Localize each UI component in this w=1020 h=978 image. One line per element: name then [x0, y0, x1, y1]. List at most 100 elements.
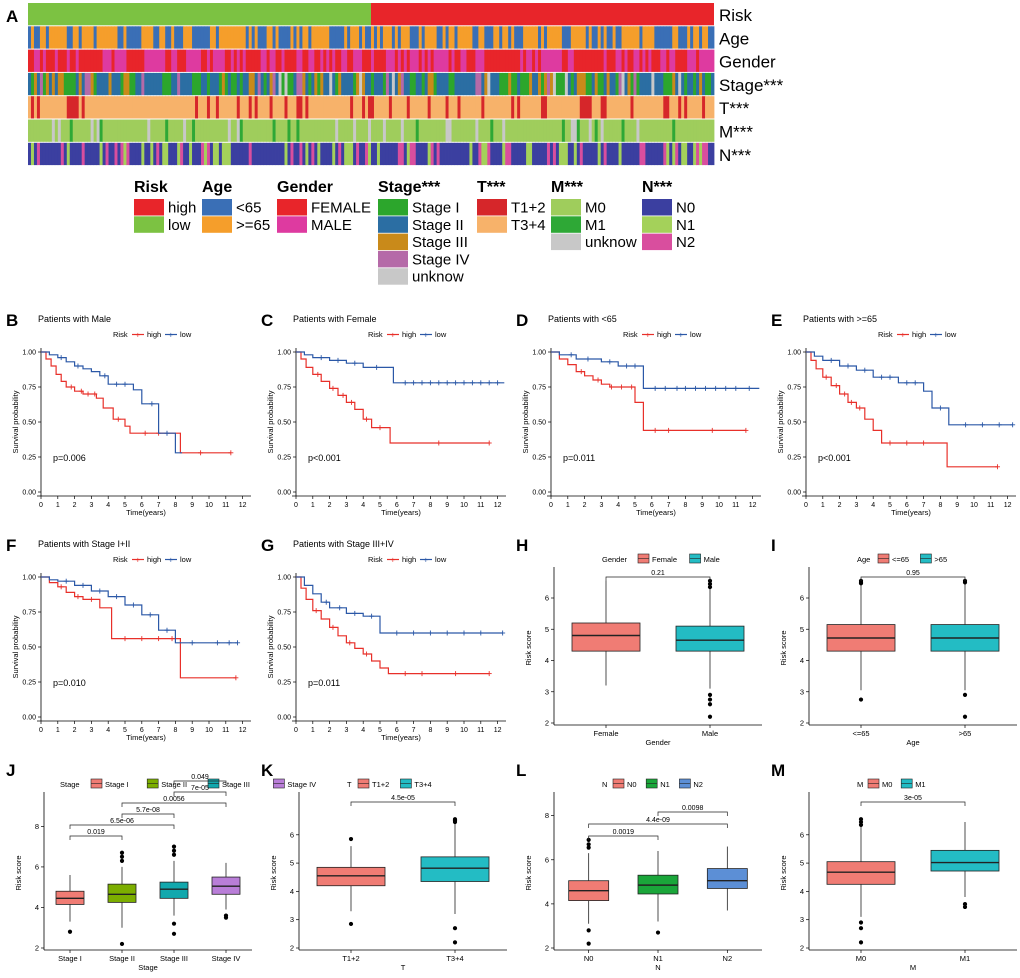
heatmap-cell — [120, 119, 124, 142]
heatmap-cell — [371, 72, 375, 96]
heatmap-cell — [654, 49, 658, 72]
y-tick-label: 2 — [800, 719, 804, 728]
outlier-point — [858, 581, 864, 586]
heatmap-cell — [478, 72, 482, 96]
heatmap-cell — [487, 119, 491, 142]
heatmap-cell — [242, 49, 247, 72]
heatmap-cell — [290, 49, 294, 72]
heatmap-cell — [99, 142, 103, 166]
heatmap-cell — [365, 26, 369, 49]
heatmap-cell — [236, 96, 241, 119]
heatmap-cell — [514, 72, 518, 96]
heatmap-cell — [233, 72, 238, 96]
heatmap-cell — [230, 119, 235, 142]
heatmap-cell — [379, 96, 384, 119]
heatmap-cell — [552, 26, 557, 49]
heatmap-cell — [400, 96, 405, 119]
heatmap-cell — [147, 49, 151, 72]
heatmap-cell — [260, 26, 265, 49]
heatmap-cell — [203, 119, 208, 142]
legend-high-label: high — [147, 555, 161, 564]
heatmap-cell — [469, 49, 473, 72]
heatmap-cell — [356, 119, 360, 142]
heatmap-cell — [436, 49, 440, 72]
comparison-bracket — [173, 780, 227, 785]
panel-letter: H — [516, 536, 528, 555]
heatmap-cell — [239, 49, 244, 72]
heatmap-cell — [570, 49, 575, 72]
heatmap-cell — [594, 96, 599, 119]
heatmap-cell — [293, 26, 297, 49]
heatmap-cell — [341, 119, 345, 142]
heatmap-cell — [591, 49, 596, 72]
heatmap-cell — [123, 96, 127, 119]
heatmap-cell — [78, 119, 83, 142]
heatmap-cell — [657, 119, 661, 142]
heatmap-cell — [567, 96, 572, 119]
heatmap-cell — [687, 49, 691, 72]
heatmap-cell — [341, 142, 345, 166]
heatmap-cell — [248, 72, 253, 96]
heatmap-legend: RiskhighlowAge<65>=65GenderFEMALEMALESta… — [134, 179, 695, 286]
heatmap-cell — [359, 119, 363, 142]
legend-swatch — [477, 216, 507, 233]
heatmap-cell — [538, 119, 542, 142]
heatmap-cell — [335, 119, 339, 142]
heatmap-cell — [615, 26, 619, 49]
legend-title: M — [857, 780, 863, 789]
heatmap-cell — [99, 26, 103, 49]
heatmap-cell — [412, 142, 417, 166]
heatmap-cell — [618, 119, 622, 142]
heatmap-cell — [582, 26, 587, 49]
y-tick-label: 4 — [35, 903, 39, 912]
heatmap-cell — [356, 142, 360, 166]
heatmap-cell — [466, 72, 470, 96]
heatmap-cell — [54, 119, 59, 142]
heatmap-cell — [329, 96, 333, 119]
heatmap-cell — [585, 119, 590, 142]
heatmap-cell — [57, 49, 62, 72]
heatmap-cell — [433, 72, 438, 96]
heatmap-cell — [532, 96, 536, 119]
heatmap-cell — [538, 142, 542, 166]
heatmap-cell — [588, 96, 593, 119]
heatmap-cell — [257, 96, 262, 119]
heatmap-cell — [177, 26, 181, 49]
heatmap-cell — [314, 49, 318, 72]
heatmap-cell — [388, 72, 393, 96]
heatmap-cell — [206, 49, 211, 72]
heatmap-cell — [666, 72, 670, 96]
y-tick-label: 4 — [800, 887, 804, 896]
box — [107, 883, 137, 903]
heatmap-cell — [496, 26, 500, 49]
heatmap-cell — [415, 26, 420, 49]
heatmap-cell — [224, 26, 229, 49]
heatmap-cell — [546, 49, 551, 72]
heatmap-cell — [362, 26, 366, 49]
heatmap-cell — [33, 96, 38, 119]
heatmap-cell — [484, 72, 488, 96]
heatmap-cell — [36, 96, 41, 119]
heatmap-cell — [615, 119, 619, 142]
comparison-pvalue: 7e-05 — [191, 785, 209, 792]
y-tick-label: 0.50 — [277, 645, 291, 652]
heatmap-cell — [460, 26, 464, 49]
heatmap-cell — [415, 119, 420, 142]
heatmap-cell — [421, 142, 426, 166]
heatmap-cell — [365, 142, 369, 166]
heatmap-cell — [573, 142, 578, 166]
heatmap-cell — [594, 26, 599, 49]
heatmap-cell — [284, 26, 288, 49]
heatmap-cell — [239, 96, 244, 119]
heatmap-cell — [171, 96, 175, 119]
heatmap-cell — [642, 49, 646, 72]
heatmap-cell — [108, 72, 112, 96]
heatmap-cell — [224, 49, 229, 72]
heatmap-cell — [362, 142, 366, 166]
outlier-point — [858, 926, 864, 931]
heatmap-cell — [159, 119, 163, 142]
comparison-bracket — [605, 576, 711, 581]
heatmap-cell — [30, 49, 35, 72]
heatmap-cell — [302, 119, 306, 142]
heatmap-cell — [42, 142, 47, 166]
